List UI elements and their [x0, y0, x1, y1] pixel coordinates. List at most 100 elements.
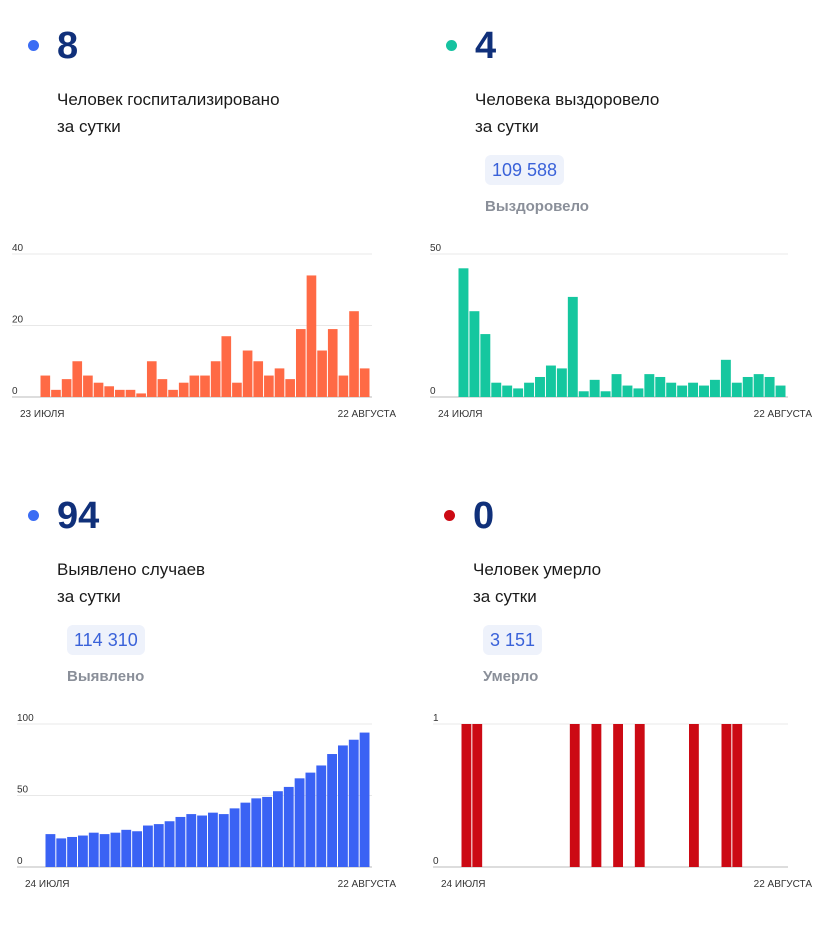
deaths-number: 0 [473, 495, 495, 537]
cases-label-line1: Выявлено случаев [57, 560, 206, 579]
cases-bar [132, 831, 142, 867]
cases-bar [88, 832, 99, 867]
recovered-bar [480, 334, 491, 397]
hospitalized-bar [125, 389, 136, 397]
hospitalized-bar [349, 311, 359, 397]
cases-bar [218, 814, 229, 867]
recovered-bar [622, 385, 633, 397]
cases-xtick-start: 24 ИЮЛЯ [25, 879, 70, 890]
cases-bar [99, 834, 110, 867]
hospitalized-ytick-label: 0 [12, 386, 18, 397]
cases-bar [186, 814, 197, 867]
recovered-bar [589, 379, 600, 397]
hospitalized-bar [232, 382, 242, 397]
hospitalized-bar [274, 368, 285, 397]
deaths-bar [461, 724, 472, 867]
cases-bar [153, 824, 164, 867]
deaths-bar [732, 724, 743, 867]
deaths-label: Человек умерло за сутки [473, 556, 601, 610]
deaths-chart: 0 1 24 ИЮЛЯ 22 АВГУСТА [433, 713, 812, 890]
deaths-panel: 0 Человек умерло за сутки 3 151 Умерло 0… [416, 470, 834, 925]
hospitalized-bar [317, 350, 327, 397]
cases-bar [305, 772, 316, 867]
cases-bar [208, 812, 218, 867]
recovered-bar [633, 388, 644, 397]
recovered-bar [688, 382, 699, 397]
cases-number: 94 [57, 495, 100, 537]
cases-label-line2: за сутки [57, 587, 121, 606]
cases-bar [251, 798, 262, 867]
recovered-dot-icon [446, 40, 457, 51]
cases-dot-icon [28, 510, 39, 521]
recovered-chart: 0 50 24 ИЮЛЯ 22 АВГУСТА [430, 243, 813, 420]
cases-bar [121, 829, 132, 867]
hospitalized-bar [242, 350, 253, 397]
recovered-bar [731, 382, 742, 397]
recovered-number: 4 [475, 25, 497, 67]
cases-bar [197, 815, 207, 867]
recovered-bar [709, 379, 720, 397]
deaths-dot-icon [444, 510, 455, 521]
cases-bar [273, 791, 283, 867]
hospitalized-dot-icon [28, 40, 39, 51]
cases-bar [348, 739, 359, 867]
hospitalized-bar [253, 361, 264, 397]
deaths-xtick-start: 24 ИЮЛЯ [441, 879, 486, 890]
cases-label: Выявлено случаев за сутки [57, 556, 205, 610]
recovered-bar [524, 382, 535, 397]
recovered-bar [666, 382, 677, 397]
hospitalized-chart: 0 20 40 23 ИЮЛЯ 22 АВГУСТА [12, 243, 397, 420]
cases-bar [56, 838, 67, 867]
recovered-bar [611, 374, 622, 397]
cases-bar [67, 836, 77, 867]
deaths-label-line1: Человек умерло [473, 560, 602, 579]
cases-bar [338, 745, 348, 867]
hospitalized-bar [189, 375, 200, 397]
recovered-bar [600, 391, 611, 397]
recovered-bar [775, 385, 786, 397]
recovered-bar [513, 388, 524, 397]
hospitalized-bar [51, 389, 61, 397]
deaths-total: 3 151 [483, 625, 543, 655]
recovered-bar [644, 374, 655, 397]
deaths-bar [689, 724, 699, 867]
hospitalized-xtick-end: 22 АВГУСТА [338, 409, 397, 420]
hospitalized-bar [104, 386, 115, 397]
cases-bar [316, 765, 327, 867]
recovered-bar [753, 374, 764, 397]
hospitalized-bar [72, 361, 83, 397]
deaths-bar [634, 724, 645, 867]
recovered-bar [469, 311, 480, 397]
deaths-ytick-label: 1 [433, 713, 439, 724]
hospitalized-bar [115, 389, 125, 397]
hospitalized-bar [136, 393, 146, 397]
hospitalized-bar [327, 329, 338, 397]
cases-chart: 0 50 100 24 ИЮЛЯ 22 АВГУСТА [17, 713, 397, 890]
cases-bar [294, 778, 305, 867]
cases-ytick-label: 0 [17, 856, 23, 867]
cases-xtick-end: 22 АВГУСТА [338, 879, 397, 890]
cases-total-label: Выявлено [67, 668, 145, 685]
cases-bar [229, 808, 240, 867]
recovered-label-line2: за сутки [475, 117, 539, 136]
deaths-bar [472, 724, 483, 867]
deaths-ytick-label: 0 [433, 856, 439, 867]
hospitalized-bar [40, 375, 51, 397]
cases-bar [78, 835, 88, 867]
cases-bar [45, 834, 56, 867]
deaths-bar [613, 724, 623, 867]
recovered-bar [567, 296, 578, 397]
hospitalized-bar [168, 389, 178, 397]
hospitalized-bar [200, 375, 210, 397]
recovered-bar [655, 376, 666, 397]
cases-bar [327, 754, 337, 867]
recovered-bar [742, 376, 753, 397]
cases-total: 114 310 [67, 625, 145, 655]
recovered-panel: 4 Человека выздоровело за сутки 109 588 … [418, 0, 836, 455]
hospitalized-label-line1: Человек госпитализировано [57, 90, 280, 109]
recovered-ytick-label: 0 [430, 386, 436, 397]
recovered-total-label: Выздоровело [485, 198, 589, 215]
recovered-xtick-end: 22 АВГУСТА [754, 409, 813, 420]
recovered-bar [502, 385, 513, 397]
hospitalized-bar [157, 379, 168, 397]
